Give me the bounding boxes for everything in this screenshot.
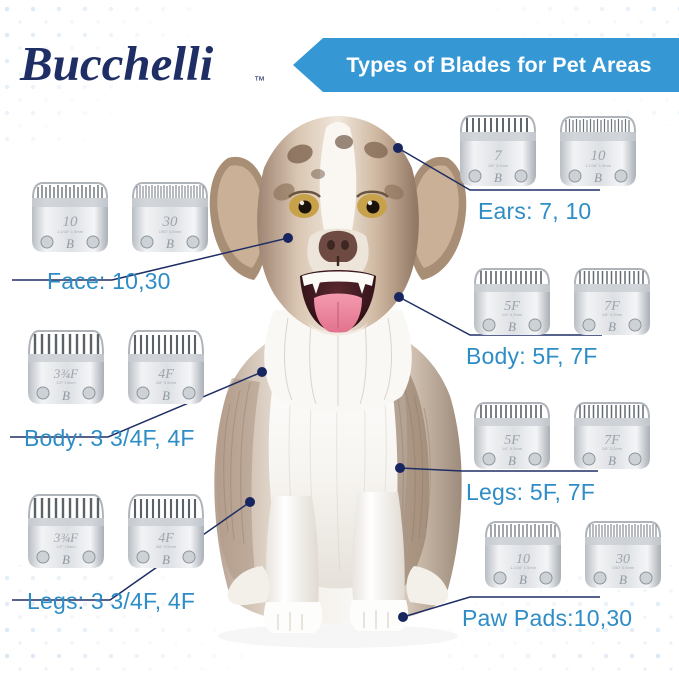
svg-text:30: 30 <box>615 552 630 567</box>
brand-logo-wordmark: Bucchelli <box>19 36 214 91</box>
label-ears: Ears: 7, 10 <box>478 198 592 224</box>
svg-text:30: 30 <box>162 214 179 230</box>
blade-legs-left-4f[interactable]: 4F 3/8" 9.5mm B <box>120 490 212 572</box>
trademark-symbol: ™ <box>254 75 265 87</box>
svg-text:B: B <box>166 236 174 251</box>
svg-text:B: B <box>594 170 602 185</box>
blade-group-paw-pads: 10 1-1/16" 1.5mm B <box>477 518 669 592</box>
svg-text:B: B <box>62 552 70 567</box>
blade-body-right-7f[interactable]: 7F 1/8" 3.2mm B <box>566 266 658 338</box>
svg-text:1-1/16" 1.5mm: 1-1/16" 1.5mm <box>585 163 612 168</box>
svg-text:10: 10 <box>63 214 79 230</box>
blade-group-legs-right: 5F 1/4" 6.3mm B <box>466 400 658 472</box>
svg-text:5F: 5F <box>504 299 520 314</box>
blade-face-10[interactable]: 10 1-1/16" 1.5mm B <box>24 178 116 256</box>
svg-text:1/50" 0.5mm: 1/50" 0.5mm <box>159 229 182 234</box>
svg-text:7F: 7F <box>604 299 620 314</box>
blade-legs-left-3-3-4f[interactable]: 3¾F 1/2" 13mm B <box>20 490 112 572</box>
banner-title: Types of Blades for Pet Areas <box>346 52 652 77</box>
svg-text:1/8" 3.2mm: 1/8" 3.2mm <box>602 446 623 451</box>
banner-chevron-shape <box>293 38 679 92</box>
header-banner: Types of Blades for Pet Areas <box>293 38 679 92</box>
blade-ears-10[interactable]: 10 1-1/16" 1.5mm B <box>552 112 644 190</box>
svg-text:B: B <box>508 453 516 468</box>
svg-text:3/8" 9.5mm: 3/8" 9.5mm <box>156 380 177 385</box>
brand-logo: Bucchelli ™ <box>18 34 280 96</box>
svg-text:10: 10 <box>516 552 530 567</box>
svg-text:4F: 4F <box>158 531 174 546</box>
svg-text:B: B <box>619 572 627 587</box>
svg-text:3¾F: 3¾F <box>53 530 79 545</box>
svg-text:B: B <box>162 552 170 567</box>
svg-text:1-1/16" 1.5mm: 1-1/16" 1.5mm <box>57 229 84 234</box>
svg-text:5F: 5F <box>504 433 520 448</box>
svg-text:1/4" 6.3mm: 1/4" 6.3mm <box>502 446 523 451</box>
label-legs-right: Legs: 5F, 7F <box>466 479 595 505</box>
svg-text:B: B <box>162 388 170 403</box>
svg-text:10: 10 <box>591 148 607 164</box>
blade-group-body-left: 3¾F 1/2" 13mm B <box>20 326 212 408</box>
blade-group-body-right: 5F 1/4" 6.3mm B <box>466 266 658 338</box>
svg-text:3¾F: 3¾F <box>53 366 79 381</box>
blade-legs-right-5f[interactable]: 5F 1/4" 6.3mm B <box>466 400 558 472</box>
svg-text:B: B <box>62 388 70 403</box>
svg-text:B: B <box>494 170 502 185</box>
svg-text:B: B <box>519 572 527 587</box>
svg-text:B: B <box>508 319 516 334</box>
svg-text:1/50" 0.5mm: 1/50" 0.5mm <box>612 565 635 570</box>
label-body-left: Body: 3 3/4F, 4F <box>24 425 195 451</box>
svg-text:B: B <box>66 236 74 251</box>
blade-body-left-4f[interactable]: 4F 3/8" 9.5mm B <box>120 326 212 408</box>
blade-body-left-3-3-4f[interactable]: 3¾F 1/2" 13mm B <box>20 326 112 408</box>
blade-face-30[interactable]: 30 1/50" 0.5mm B <box>124 178 216 256</box>
label-paw-pads: Paw Pads:10,30 <box>462 605 633 631</box>
svg-text:1/8" 3.2mm: 1/8" 3.2mm <box>488 163 509 168</box>
label-legs-left: Legs: 3 3/4F, 4F <box>27 588 196 614</box>
svg-text:4F: 4F <box>158 367 174 382</box>
blade-group-face: 10 1-1/16" 1.5mm B <box>24 178 216 256</box>
blade-group-legs-left: 3¾F 1/2" 13mm B <box>20 490 212 572</box>
svg-text:1/2" 13mm: 1/2" 13mm <box>56 380 76 385</box>
blade-ears-7[interactable]: 7 1/8" 3.2mm B <box>452 112 544 190</box>
svg-text:B: B <box>608 319 616 334</box>
svg-text:7: 7 <box>494 148 503 164</box>
blade-legs-right-7f[interactable]: 7F 1/8" 3.2mm B <box>566 400 658 472</box>
blade-group-ears: 7 1/8" 3.2mm B <box>452 112 644 190</box>
svg-text:1/8" 3.2mm: 1/8" 3.2mm <box>602 312 623 317</box>
svg-text:3/8" 9.5mm: 3/8" 9.5mm <box>156 544 177 549</box>
blade-paw-pads-10[interactable]: 10 1-1/16" 1.5mm B <box>477 518 569 592</box>
label-body-right: Body: 5F, 7F <box>466 343 598 369</box>
svg-text:B: B <box>608 453 616 468</box>
svg-text:1/2" 13mm: 1/2" 13mm <box>56 544 76 549</box>
blade-paw-pads-30[interactable]: 30 1/50" 0.5mm B <box>577 518 669 592</box>
svg-text:7F: 7F <box>604 433 620 448</box>
svg-text:1-1/16" 1.5mm: 1-1/16" 1.5mm <box>510 565 537 570</box>
svg-text:1/4" 6.3mm: 1/4" 6.3mm <box>502 312 523 317</box>
blade-body-right-5f[interactable]: 5F 1/4" 6.3mm B <box>466 266 558 338</box>
label-face: Face: 10,30 <box>47 268 171 294</box>
